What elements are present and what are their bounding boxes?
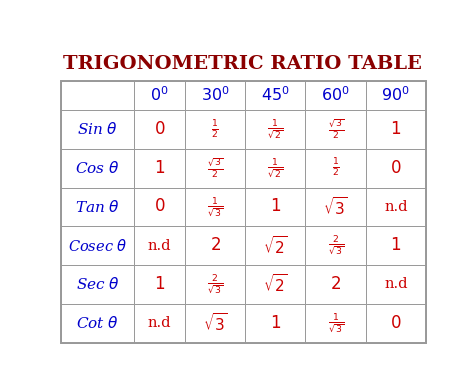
Bar [305,81,365,110]
Text: $0$: $0$ [390,315,401,332]
Bar [134,81,185,110]
Text: Sec $\theta$: Sec $\theta$ [76,276,119,292]
Text: $\frac{1}{\sqrt{3}}$: $\frac{1}{\sqrt{3}}$ [328,312,344,335]
Bar [305,304,365,343]
Text: Cosec $\theta$: Cosec $\theta$ [68,238,128,253]
Text: $\sqrt{3}$: $\sqrt{3}$ [323,196,348,218]
Text: $0$: $0$ [390,160,401,177]
Bar [246,188,305,226]
Bar [305,188,365,226]
Bar [185,265,246,304]
Text: $\frac{1}{\sqrt{2}}$: $\frac{1}{\sqrt{2}}$ [267,118,283,141]
Text: $\frac{1}{\sqrt{3}}$: $\frac{1}{\sqrt{3}}$ [207,195,223,219]
Bar [185,81,246,110]
Text: $\frac{1}{2}$: $\frac{1}{2}$ [211,118,219,140]
Bar [365,265,426,304]
Text: $2$: $2$ [330,276,341,293]
Bar [61,226,134,265]
Bar [61,110,134,149]
Text: $0^0$: $0^0$ [150,86,169,105]
Text: $60^0$: $60^0$ [321,86,350,105]
Text: $45^0$: $45^0$ [261,86,290,105]
Bar [134,149,185,188]
Text: $0$: $0$ [154,199,165,216]
Text: n.d: n.d [384,277,408,291]
Bar [246,149,305,188]
Text: $\frac{1}{2}$: $\frac{1}{2}$ [332,157,339,179]
Bar [365,226,426,265]
Bar [365,81,426,110]
Bar [61,81,426,343]
Bar [246,226,305,265]
Bar [61,304,134,343]
Text: TRIGONOMETRIC RATIO TABLE: TRIGONOMETRIC RATIO TABLE [64,55,422,73]
Bar [61,265,134,304]
Bar [185,149,246,188]
Text: $2$: $2$ [210,237,221,254]
Text: Sin $\theta$: Sin $\theta$ [77,122,118,137]
Bar [365,188,426,226]
Text: $1$: $1$ [154,160,165,177]
Bar [365,110,426,149]
Text: n.d: n.d [384,200,408,214]
Bar [246,265,305,304]
Text: $30^0$: $30^0$ [201,86,229,105]
Bar [185,304,246,343]
Text: $\frac{\sqrt{3}}{2}$: $\frac{\sqrt{3}}{2}$ [207,156,223,180]
Text: $1$: $1$ [390,237,401,254]
Text: $\frac{2}{\sqrt{3}}$: $\frac{2}{\sqrt{3}}$ [328,234,344,257]
Bar [61,81,134,110]
Text: $\frac{2}{\sqrt{3}}$: $\frac{2}{\sqrt{3}}$ [207,272,223,296]
Bar [134,226,185,265]
Bar [185,226,246,265]
Bar [61,149,134,188]
Text: n.d: n.d [148,316,171,330]
Bar [61,188,134,226]
Bar [134,110,185,149]
Bar [305,149,365,188]
Bar [246,110,305,149]
Bar [365,149,426,188]
Text: $1$: $1$ [270,199,281,216]
Text: $0$: $0$ [154,121,165,138]
Text: n.d: n.d [148,239,171,253]
Text: $\sqrt{3}$: $\sqrt{3}$ [203,312,228,334]
Text: $\sqrt{2}$: $\sqrt{2}$ [263,273,288,295]
Text: $1$: $1$ [390,121,401,138]
Bar [246,304,305,343]
Text: $\frac{1}{\sqrt{2}}$: $\frac{1}{\sqrt{2}}$ [267,156,283,180]
Text: Cos $\theta$: Cos $\theta$ [75,160,120,176]
Text: $\sqrt{2}$: $\sqrt{2}$ [263,235,288,257]
Bar [305,226,365,265]
Text: $1$: $1$ [270,315,281,332]
Bar [246,81,305,110]
Text: Tan $\theta$: Tan $\theta$ [75,199,120,215]
Bar [134,265,185,304]
Bar [305,265,365,304]
Text: $\frac{\sqrt{3}}{2}$: $\frac{\sqrt{3}}{2}$ [328,118,344,141]
Bar [185,110,246,149]
Bar [134,188,185,226]
Bar [134,304,185,343]
Bar [305,110,365,149]
Text: Cot $\theta$: Cot $\theta$ [76,315,119,331]
Bar [365,304,426,343]
Text: $90^0$: $90^0$ [382,86,410,105]
Bar [185,188,246,226]
Text: $1$: $1$ [154,276,165,293]
